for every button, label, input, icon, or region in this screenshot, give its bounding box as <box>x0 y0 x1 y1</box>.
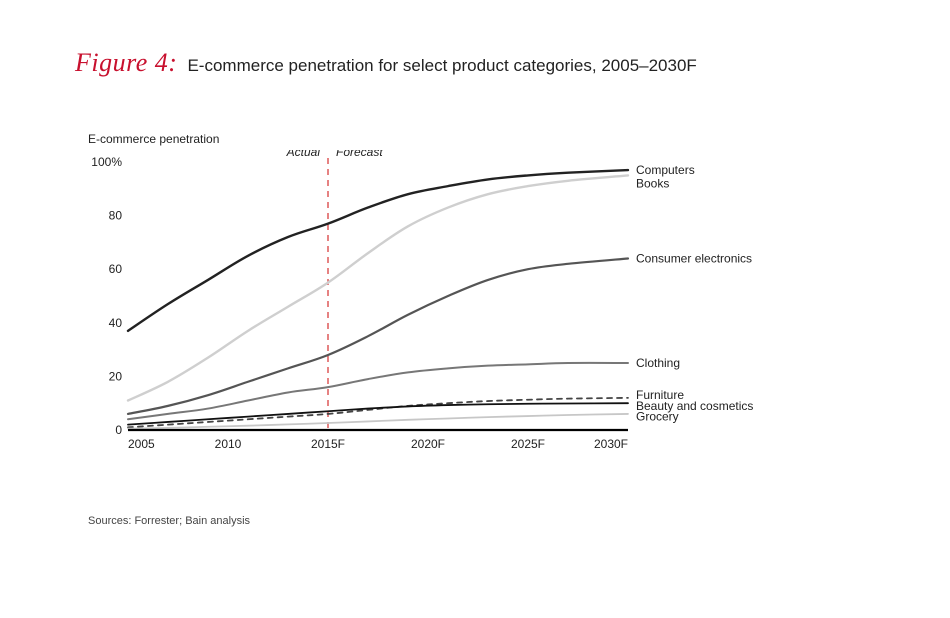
actual-label: Actual <box>286 150 321 159</box>
x-tick-label: 2010 <box>215 437 242 451</box>
y-tick-label: 100% <box>91 155 122 169</box>
x-tick-label: 2025F <box>511 437 545 451</box>
series-label: Computers <box>636 163 695 177</box>
x-tick-label: 2030F <box>594 437 628 451</box>
series-label: Consumer electronics <box>636 251 752 265</box>
series-label: Clothing <box>636 356 680 370</box>
title-row: Figure 4: E-commerce penetration for sel… <box>75 48 697 78</box>
series-computers <box>128 170 628 331</box>
x-tick-label: 2020F <box>411 437 445 451</box>
x-tick-label: 2005 <box>128 437 155 451</box>
figure-label: Figure 4: <box>75 48 177 78</box>
series-grocery <box>128 414 628 429</box>
series-furniture <box>128 398 628 427</box>
x-tick-label: 2015F <box>311 437 345 451</box>
figure-container: { "figure_label": "Figure 4:", "figure_t… <box>0 0 950 618</box>
y-tick-label: 0 <box>115 423 122 437</box>
line-chart: 0 20 40 60 80 100% 2005 2010 2015F 2020F 2025F 2030… <box>88 150 778 460</box>
series-books <box>128 175 628 400</box>
forecast-label: Forecast <box>336 150 383 159</box>
series-label: Grocery <box>636 410 679 424</box>
y-tick-label: 80 <box>109 209 123 223</box>
y-tick-label: 20 <box>109 369 123 383</box>
y-tick-label: 60 <box>109 262 123 276</box>
chart-area: 0 20 40 60 80 100% 2005 2010 2015F 2020F 2025F 2030… <box>88 150 778 460</box>
y-axis-title: E-commerce penetration <box>88 132 219 146</box>
series-clothing <box>128 363 628 419</box>
series-label: Books <box>636 176 669 190</box>
source-line: Sources: Forrester; Bain analysis <box>88 515 250 527</box>
y-tick-label: 40 <box>109 316 123 330</box>
figure-title: E-commerce penetration for select produc… <box>187 56 696 76</box>
